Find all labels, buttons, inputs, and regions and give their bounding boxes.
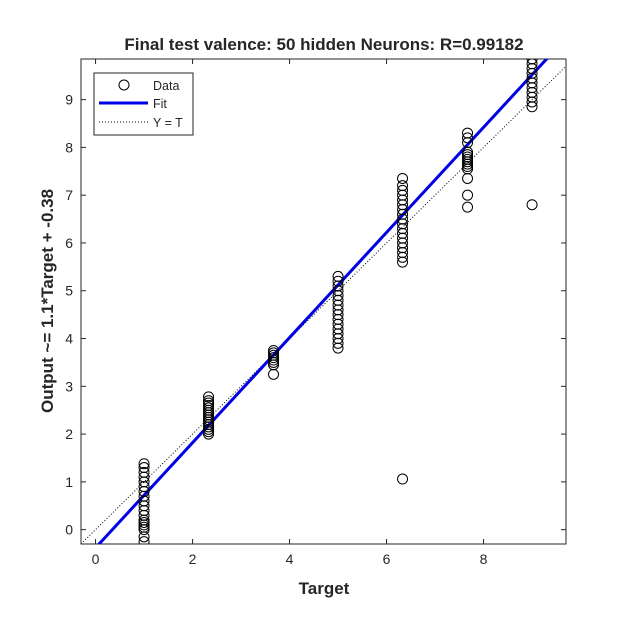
data-point: [203, 399, 215, 411]
data-point: [397, 184, 409, 196]
data-point: [397, 473, 409, 485]
legend-label-fit: Fit: [153, 97, 167, 111]
data-point: [203, 395, 215, 407]
legend-label-identity: Y = T: [153, 116, 183, 130]
y-axis: 0 1 2 3 4 5 6 7 8 9: [65, 92, 566, 538]
data-point: [203, 402, 215, 414]
data-point: [397, 180, 409, 192]
y-axis-label: Output ~= 1.1*Target + -0.38: [38, 189, 57, 413]
legend-label-data: Data: [153, 79, 179, 93]
chart-title: Final test valence: 50 hidden Neurons: R…: [124, 35, 523, 54]
data-point: [138, 536, 150, 544]
data-point: [138, 458, 150, 470]
data-point: [462, 149, 474, 161]
data-point: [526, 59, 538, 65]
legend: Data Fit Y = T: [93, 72, 194, 136]
data-points: [138, 59, 538, 544]
data-point: [203, 391, 215, 403]
y-tick-label: 1: [65, 474, 73, 490]
data-point: [462, 189, 474, 201]
data-point: [268, 344, 280, 356]
x-tick-label: 8: [480, 551, 488, 567]
data-point: [462, 151, 474, 163]
y-tick-label: 2: [65, 426, 73, 442]
data-point: [462, 153, 474, 165]
y-tick-label: 3: [65, 378, 73, 394]
data-point: [268, 349, 280, 361]
y-tick-label: 6: [65, 235, 73, 251]
fit-line: [97, 59, 549, 544]
y-tick-label: 8: [65, 139, 73, 155]
x-tick-label: 6: [383, 551, 391, 567]
data-point: [203, 397, 215, 409]
y-tick-label: 0: [65, 522, 73, 538]
y-tick-label: 9: [65, 92, 73, 108]
data-point: [138, 521, 150, 533]
data-point: [138, 462, 150, 474]
data-point: [462, 132, 474, 144]
y-tick-label: 7: [65, 187, 73, 203]
data-point: [526, 59, 538, 70]
data-point: [332, 270, 344, 282]
data-point: [526, 199, 538, 211]
data-point: [462, 201, 474, 213]
x-tick-label: 2: [189, 551, 197, 567]
data-point: [138, 466, 150, 478]
y-tick-label: 5: [65, 283, 73, 299]
x-tick-label: 0: [92, 551, 100, 567]
x-axis: 0 2 4 6 8: [92, 59, 488, 567]
data-point: [397, 172, 409, 184]
data-point: [332, 275, 344, 287]
x-tick-label: 4: [286, 551, 294, 567]
legend-marker-data: [118, 79, 130, 91]
x-axis-label: Target: [299, 579, 350, 598]
data-point: [462, 127, 474, 139]
y-tick-label: 4: [65, 331, 73, 347]
identity-line: [81, 65, 566, 544]
data-point: [268, 347, 280, 359]
data-point: [138, 516, 150, 528]
data-point: [268, 352, 280, 364]
